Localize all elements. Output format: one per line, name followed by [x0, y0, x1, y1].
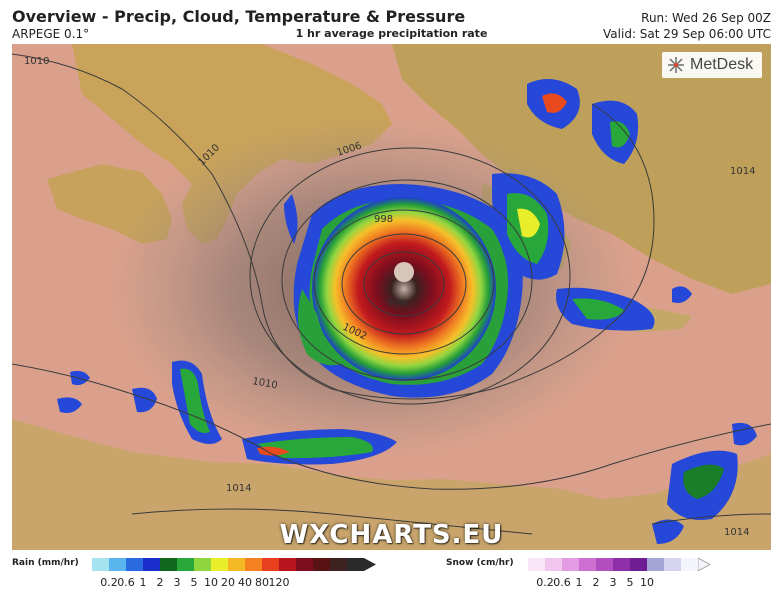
scale-label: 1 — [139, 576, 147, 589]
isobar-label: 998 — [387, 298, 406, 309]
scale-swatch — [313, 558, 330, 571]
isobar-label: 1014 — [724, 527, 749, 538]
scale-swatch — [579, 558, 596, 571]
chart-subtitle: 1 hr average precipitation rate — [295, 27, 488, 40]
cyclone-precip — [284, 184, 523, 398]
scale-swatch — [545, 558, 562, 571]
scale-swatch — [262, 558, 279, 571]
scale-label: 2 — [156, 576, 164, 589]
land-italy — [72, 44, 392, 244]
scale-label: 3 — [173, 576, 181, 589]
scale-swatch — [296, 558, 313, 571]
watermark: WXCHARTS.EU — [279, 520, 504, 550]
run-time: Run: Wed 26 Sep 00Z — [641, 11, 771, 25]
scale-label: 3 — [609, 576, 617, 589]
scale-swatch — [228, 558, 245, 571]
scale-label: 40 — [238, 576, 252, 589]
scale-swatch — [177, 558, 194, 571]
scale-label: 20 — [221, 576, 235, 589]
chart-title: Overview - Precip, Cloud, Temperature & … — [12, 7, 466, 26]
scale-swatch — [596, 558, 613, 571]
scale-swatch — [347, 558, 364, 571]
metdesk-logo: MetDesk — [662, 52, 762, 78]
scale-swatch — [330, 558, 347, 571]
scale-swatch — [160, 558, 177, 571]
snow-color-scale — [528, 558, 698, 571]
scale-swatch — [279, 558, 296, 571]
scale-swatch — [664, 558, 681, 571]
isobar-label: 1014 — [226, 483, 251, 494]
isobar-label: 998 — [374, 214, 393, 225]
legend: Rain (mm/hr) 0.2 0.6 1 2 3 5 10 20 40 80 120 Snow … — [0, 550, 783, 600]
scale-label: 120 — [268, 576, 290, 589]
scale-label: 2 — [592, 576, 600, 589]
snow-scale-arrow-icon — [698, 558, 710, 571]
scale-label: 10 — [640, 576, 654, 589]
scale-swatch — [647, 558, 664, 571]
scale-label: 1 — [575, 576, 583, 589]
scale-label: 0.6 — [553, 576, 571, 589]
scale-swatch — [613, 558, 630, 571]
scale-swatch — [194, 558, 211, 571]
isobar-label: 1014 — [730, 166, 755, 177]
scale-swatch — [126, 558, 143, 571]
scale-label: 0.2 — [100, 576, 118, 589]
land-north-africa — [12, 419, 771, 550]
scale-label: 5 — [190, 576, 198, 589]
valid-time: Valid: Sat 29 Sep 06:00 UTC — [603, 27, 771, 41]
snow-legend-title: Snow (cm/hr) — [446, 558, 514, 568]
isobar-label: 1010 — [24, 56, 49, 67]
logo-text: MetDesk — [690, 56, 754, 73]
land-greece — [392, 44, 771, 294]
map-svg: 1010 1010 1006 1014 1002 998 998 1010 10… — [12, 44, 771, 550]
scale-swatch — [92, 558, 109, 571]
scale-label: 0.6 — [117, 576, 135, 589]
scale-swatch — [630, 558, 647, 571]
scale-label: 0.2 — [536, 576, 554, 589]
scale-swatch — [109, 558, 126, 571]
weather-map: 1010 1010 1006 1014 1002 998 998 1010 10… — [12, 44, 771, 550]
isobar-label: 1010 — [251, 376, 278, 391]
scale-swatch — [245, 558, 262, 571]
scale-label: 10 — [204, 576, 218, 589]
chart-header: Overview - Precip, Cloud, Temperature & … — [0, 0, 783, 44]
scale-swatch — [211, 558, 228, 571]
scale-swatch — [562, 558, 579, 571]
scale-swatch — [528, 558, 545, 571]
scale-swatch — [143, 558, 160, 571]
scale-label: 80 — [255, 576, 269, 589]
precip-cells — [57, 79, 757, 544]
isobars — [12, 53, 771, 535]
scale-swatch — [681, 558, 698, 571]
metdesk-logo-icon — [668, 57, 684, 73]
scale-label: 5 — [626, 576, 634, 589]
rain-scale-arrow-icon — [364, 558, 376, 571]
rain-legend-title: Rain (mm/hr) — [12, 558, 79, 568]
rain-color-scale — [92, 558, 364, 571]
model-label: ARPEGE 0.1° — [12, 27, 90, 41]
